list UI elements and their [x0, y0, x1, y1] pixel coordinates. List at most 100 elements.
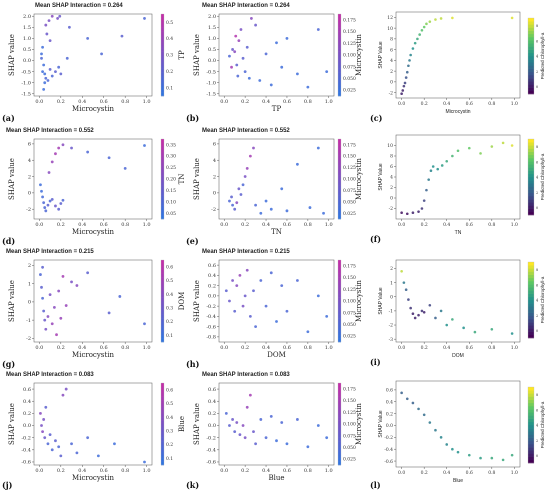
colorbar-segment — [338, 75, 341, 80]
colorbar-segment — [528, 192, 534, 197]
colorbar-segment — [528, 84, 534, 88]
colorbar-frame — [527, 386, 535, 464]
data-point — [46, 315, 50, 318]
x-tick-label: 0.0 — [398, 345, 405, 351]
colorbar-segment — [528, 75, 534, 79]
axes-frame — [218, 138, 335, 220]
data-point — [50, 160, 54, 164]
x-axis-label: TP — [272, 105, 282, 113]
data-point — [296, 279, 299, 282]
data-point — [400, 92, 403, 95]
x-tick-label: 0.8 — [121, 222, 129, 228]
data-point — [405, 70, 409, 74]
colorbar-segment — [338, 68, 341, 73]
colorbar-tick-label: 0.150 — [343, 154, 356, 160]
x-tick-label: 0.4 — [443, 101, 450, 107]
x-tick-label: 0.8 — [121, 345, 129, 351]
data-point — [264, 52, 268, 56]
data-point — [462, 326, 465, 330]
colorbar-segment — [528, 161, 534, 165]
x-tick-label: 0.0 — [220, 345, 228, 351]
colorbar-segment — [338, 260, 341, 264]
data-point — [234, 34, 238, 38]
x-axis-label: Blue — [268, 474, 284, 482]
x-tick-label: 0.4 — [78, 345, 86, 351]
colorbar-segment — [161, 89, 164, 93]
y-axis-label: SHAP value — [193, 403, 201, 445]
colorbar-segment — [161, 413, 164, 418]
data-point — [50, 198, 54, 201]
y-tick-label: -0.6 — [21, 460, 31, 466]
data-point — [275, 41, 278, 45]
data-point — [243, 436, 247, 440]
x-tick-label: 0.2 — [241, 345, 249, 351]
data-point — [451, 16, 454, 20]
data-point — [39, 273, 42, 276]
colorbar-segment — [161, 328, 164, 333]
y-tick-label: -0.8 — [206, 335, 216, 341]
panel-e: Mean SHAP Interaction = 0.552 0.0 0.2 0.4 0… — [184, 123, 369, 246]
colorbar-tick-label: 0.100 — [343, 299, 356, 305]
scatter-plot-i: 0.0 0.2 0.4 0.6 0.8 1.0 -3 -2 -1 0 1 2 DOM SHAP Value… — [378, 259, 545, 359]
colorbar-label: Predicted Chlorophyll-a — [540, 153, 545, 200]
y-tick-label: 4 — [28, 158, 31, 164]
colorbar-tick-label: 0.025 — [343, 88, 356, 94]
data-point — [296, 162, 299, 166]
data-point — [50, 322, 54, 326]
data-point — [510, 16, 514, 20]
colorbar-segment — [338, 152, 341, 156]
colorbar-segment — [528, 154, 534, 159]
x-axis-label: Microcystin — [72, 474, 114, 482]
y-tick-label: 1.5 — [23, 25, 31, 31]
colorbar-segment — [338, 139, 341, 143]
y-tick-label: 0 — [28, 191, 31, 197]
data-point — [510, 332, 514, 335]
x-tick-label: 0.8 — [304, 99, 312, 105]
y-tick-label: -0.4 — [206, 314, 216, 320]
colorbar-tick-label: 2 — [536, 314, 538, 318]
data-point — [416, 37, 419, 41]
colorbar-segment — [528, 59, 534, 63]
data-point — [48, 39, 52, 42]
data-point — [42, 309, 46, 313]
colorbar-segment — [528, 170, 534, 175]
x-tick-label: 0.8 — [488, 345, 495, 351]
data-point — [59, 72, 63, 76]
y-axis-label: SHAP value — [8, 280, 16, 322]
data-point — [401, 89, 405, 92]
colorbar-segment — [161, 451, 164, 456]
colorbar-segment — [338, 48, 341, 52]
y-axis-label: SHAP value — [8, 403, 16, 445]
x-tick-label: 1.0 — [511, 101, 518, 107]
colorbar-tick-label: 6 — [536, 283, 538, 287]
data-point — [405, 212, 409, 216]
colorbar-tick-label: 2 — [536, 70, 538, 74]
data-point — [456, 149, 460, 153]
colorbar-frame — [337, 13, 342, 97]
colorbar-segment — [161, 441, 164, 445]
data-point — [54, 70, 57, 74]
x-tick-label: 0.6 — [466, 470, 473, 476]
data-point — [243, 175, 247, 178]
colorbar-tick-label: 0.1 — [166, 333, 173, 339]
colorbar-segment — [338, 290, 341, 295]
axes-frame — [33, 259, 153, 343]
y-tick-label: -0.4 — [21, 448, 31, 454]
data-point — [306, 85, 310, 89]
colorbar-segment — [161, 58, 164, 63]
panel-b: Mean SHAP Interaction = 0.264 0.0 0.2 0.4 0… — [184, 0, 369, 123]
data-point — [439, 309, 443, 313]
colorbar-tick-label: 0.15 — [166, 188, 176, 194]
data-point — [250, 17, 253, 20]
colorbar-segment — [338, 155, 341, 160]
y-tick-label: -1.5 — [206, 91, 216, 97]
colorbar-segment — [528, 431, 534, 435]
panel-title: Mean SHAP Interaction = 0.552 — [202, 128, 290, 134]
colorbar-segment — [161, 55, 164, 59]
colorbar-segment — [338, 41, 341, 46]
data-point — [70, 442, 73, 446]
y-tick-label: 0 — [390, 80, 393, 86]
data-point — [57, 445, 61, 449]
data-point — [235, 201, 239, 205]
colorbar-segment — [338, 304, 341, 309]
